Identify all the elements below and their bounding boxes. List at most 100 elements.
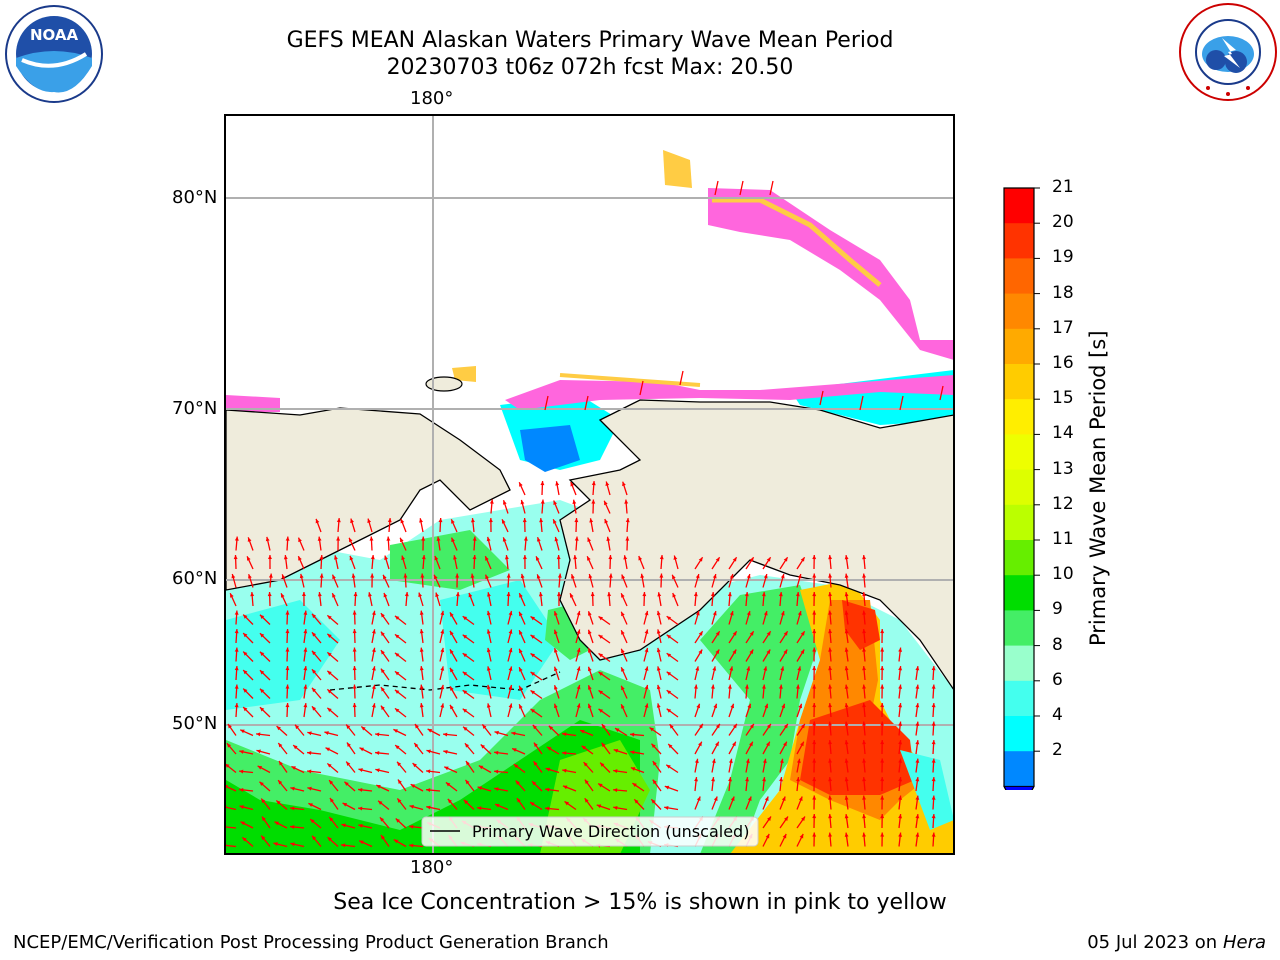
wave-direction-arrowhead [307,786,312,791]
wave-direction-arrowhead [380,650,385,655]
wave-direction-arrowhead [844,684,849,689]
wave-direction-arrowhead [520,573,525,579]
wave-direction-arrowhead [281,574,286,579]
wave-direction-arrowhead [630,750,635,755]
wave-direction-arrowhead [299,573,304,579]
land-wrangel-island [425,376,463,392]
wave-direction-arrowhead [698,741,702,747]
wave-direction-arrow [899,395,904,411]
wave-direction-arrowhead [352,647,357,652]
wave-direction-arrowhead [419,703,424,708]
wave-direction-arrowhead [576,666,581,671]
colorbar-tick-label: 13 [1052,458,1074,479]
wave-direction-arrowhead [259,707,265,712]
wave-direction-arrowhead [828,592,833,597]
wave-direction-arrowhead [621,574,626,580]
wave-direction-arrowhead [844,740,849,745]
wave-direction-arrowhead [621,704,625,709]
wave-direction-arrowhead [693,592,698,597]
wave-direction-arrowhead [915,777,920,782]
wave-direction-arrowhead [621,630,625,635]
wave-direction-arrowhead [548,725,554,731]
wave-direction-arrowhead [800,723,805,729]
wave-direction-arrowhead [649,727,654,732]
wave-direction-arrowhead [589,518,594,523]
wave-direction-arrowhead [455,573,460,578]
wave-direction-arrowhead [462,671,468,676]
wave-direction-arrowhead [519,667,523,672]
wave-direction-arrowhead [621,593,625,598]
wave-direction-arrowhead [295,724,300,730]
wave-direction-arrowhead [613,769,618,774]
wave-direction-arrowhead [234,629,239,634]
wave-direction-arrowhead [512,748,517,752]
wave-direction-arrow [939,385,944,401]
wave-direction-arrowhead [812,795,817,800]
wave-direction-arrowhead [494,750,499,755]
wave-direction-arrowhead [621,685,625,691]
wave-direction-arrowhead [327,652,332,657]
wave-direction-arrowhead [290,786,295,791]
wave-direction-arrowhead [530,671,535,676]
wave-direction-arrowhead [368,592,372,597]
wave-direction-arrowhead [812,703,817,708]
wave-direction-arrowhead [779,758,784,764]
wave-direction-arrowhead [346,761,351,766]
wave-direction-arrowhead [812,610,817,615]
wave-direction-arrowhead [336,536,341,541]
wave-direction-arrowhead [242,837,247,842]
wave-direction-arrowhead [285,684,290,689]
wave-direction-arrowhead [495,803,500,808]
wave-direction-arrowhead [801,816,805,821]
wave-direction-arrowhead [230,593,234,598]
wave-direction-arrowhead [519,593,523,598]
colorbar-label: Primary Wave Mean Period [s] [1086,330,1110,646]
wave-direction-arrowhead [233,555,238,560]
wave-direction-arrowhead [327,670,332,676]
wave-direction-arrowhead [727,684,732,689]
wave-direction-arrowhead [862,703,867,708]
wave-direction-arrowhead [732,741,736,747]
wave-direction-arrowhead [644,610,649,616]
wave-direction-arrow [226,806,237,811]
wave-direction-arrowhead [486,610,491,616]
wave-direction-arrowhead [812,555,817,560]
wave-direction-arrowhead [226,785,228,789]
wave-direction-arrowhead [427,728,433,733]
sea-ice-region [226,395,280,412]
wave-direction-arrow [584,395,589,411]
wave-direction-arrowhead [519,704,523,709]
wave-direction-arrowhead [783,741,787,747]
wave-direction-arrowhead [606,536,611,542]
wave-direction-arrowhead [311,632,317,637]
wave-direction-arrowhead [799,833,804,839]
wave-direction-arrowhead [530,653,535,658]
wave-direction-arrowhead [812,814,817,819]
wave-direction-arrowhead [243,707,248,712]
colorbar-segment [1004,258,1034,295]
wave-direction-arrowhead [666,671,672,676]
wave-band-8s [900,750,954,830]
wave-direction-arrowhead [797,666,802,671]
wave-direction-arrowhead [713,796,718,801]
wave-direction-arrowhead [762,777,767,782]
wave-direction-arrowhead [494,769,499,774]
colorbar-tick-label: 16 [1052,353,1074,373]
wave-direction-arrowhead [766,557,771,562]
wave-direction-arrowhead [828,795,833,800]
wave-direction-arrowhead [380,668,385,674]
wave-direction-arrow [714,180,719,196]
wave-direction-arrowhead [844,795,849,800]
wave-direction-arrowhead [303,684,308,689]
wave-direction-arrowhead [562,732,567,737]
chart-subtitle: 20230703 t06z 072h fcst Max: 20.50 [386,55,794,80]
wave-direction-arrowhead [226,843,227,847]
wave-direction-arrowhead [591,499,596,504]
colorbar-segment [1004,434,1034,471]
colorbar-segment [1004,716,1034,752]
wave-direction-arrowhead [931,832,936,837]
lon-label-top: 180° [410,88,454,109]
wave-direction-arrowhead [779,777,784,782]
wave-direction-arrowhead [397,798,402,803]
wave-direction-arrowhead [880,795,885,800]
